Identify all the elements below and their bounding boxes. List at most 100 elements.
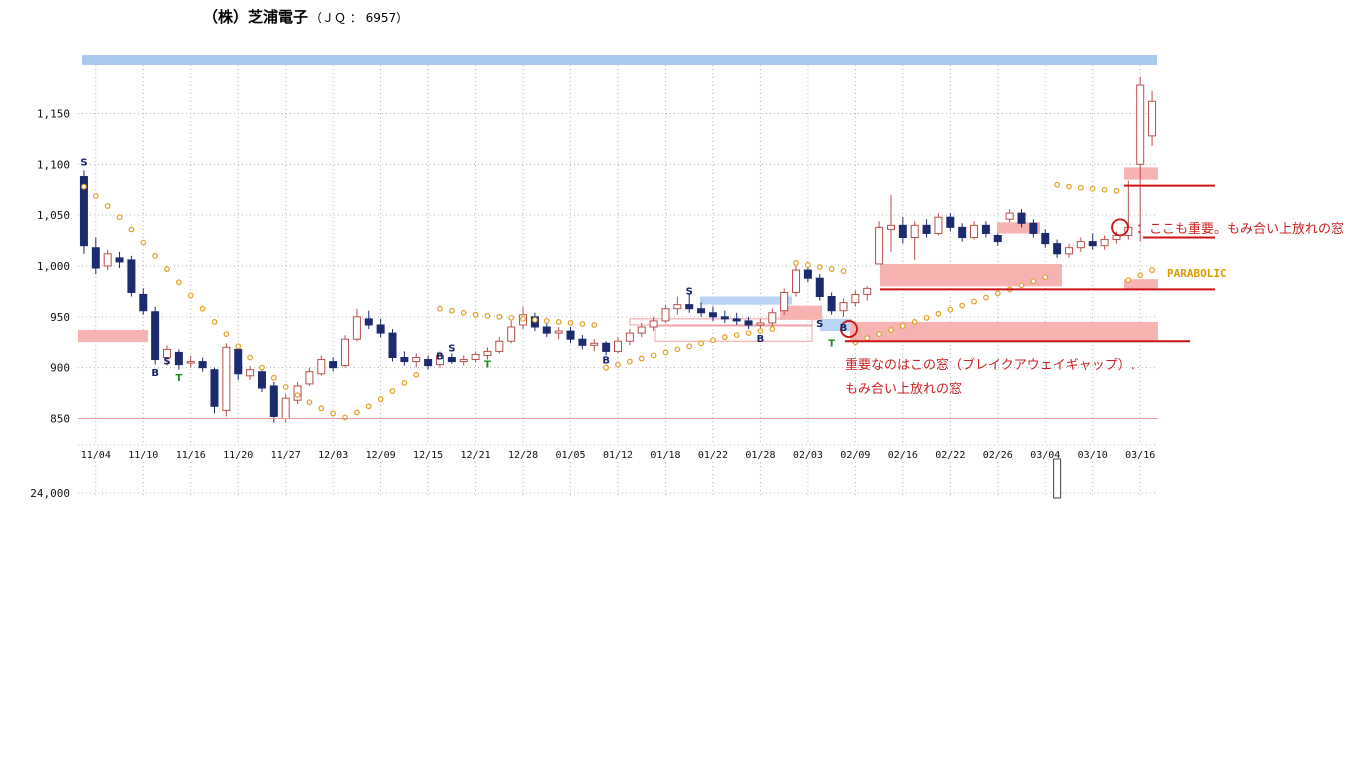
candle-body — [625, 332, 634, 342]
x-axis-label: 02/09 — [840, 450, 870, 461]
parabolic-label: PARABOLIC — [1167, 267, 1227, 280]
pink-window-zone — [850, 321, 1158, 341]
parabolic-dot — [1054, 181, 1061, 188]
x-axis-label: 02/03 — [793, 450, 823, 461]
candle-body — [1005, 212, 1014, 220]
parabolic-dot — [1149, 267, 1155, 273]
parabolic-dot — [270, 374, 277, 381]
pink-window-zone — [880, 263, 1062, 287]
candle-body — [257, 371, 266, 389]
parabolic-dot — [472, 311, 479, 318]
candle-body — [970, 224, 979, 239]
parabolic-dot — [532, 316, 538, 323]
candle-body — [447, 357, 456, 363]
x-axis-label: 02/22 — [935, 450, 965, 461]
x-axis-label: 01/18 — [650, 450, 680, 461]
candle-body — [412, 357, 421, 363]
parabolic-dot — [721, 334, 728, 341]
candle-body — [744, 320, 753, 326]
candle-body — [590, 342, 599, 346]
parabolic-dot — [1018, 282, 1025, 289]
candle-body — [174, 351, 183, 366]
candle-body — [566, 330, 575, 340]
candle-body — [115, 257, 124, 263]
signal-marker: T — [484, 360, 491, 371]
parabolic-dot — [698, 340, 704, 347]
candle-body — [103, 253, 112, 267]
candle-body — [151, 311, 160, 361]
x-axis-label: 01/28 — [745, 450, 775, 461]
y-axis-label: 1,100 — [37, 158, 70, 171]
candle-body — [317, 359, 326, 375]
parabolic-dot — [140, 239, 147, 246]
candle-body — [910, 224, 919, 239]
candle-body — [198, 361, 207, 369]
candle-body — [341, 338, 350, 367]
parabolic-dot — [745, 330, 752, 337]
candle-body — [934, 216, 943, 234]
candle-body — [981, 224, 990, 234]
candle-body — [863, 287, 872, 295]
candle-body — [1041, 232, 1050, 245]
ticker-info: （ＪＱ ： 6957） — [310, 11, 409, 25]
parabolic-dot — [591, 322, 598, 328]
candle-body — [483, 350, 492, 356]
parabolic-dot — [686, 343, 693, 350]
parabolic-dot — [520, 315, 526, 322]
y-axis-label: 1,150 — [37, 108, 70, 121]
parabolic-dot — [294, 392, 301, 399]
y-axis-label: 850 — [50, 413, 70, 426]
parabolic-dot — [104, 203, 111, 209]
volume-bar — [1053, 458, 1062, 499]
candle-body — [127, 259, 136, 293]
parabolic-dot — [1066, 183, 1072, 190]
parabolic-dot — [638, 355, 645, 362]
parabolic-dot — [1042, 274, 1049, 281]
annotation-text: 重要なのはこの窓（ブレイクアウェイギャップ）. — [845, 357, 1135, 373]
parabolic-dot — [282, 384, 289, 390]
parabolic-dot — [235, 343, 242, 350]
parabolic-dot — [1030, 278, 1037, 285]
parabolic-dot — [603, 364, 610, 371]
pink-window-zone — [78, 330, 148, 343]
candle-body — [210, 369, 219, 407]
x-axis-label: 11/16 — [176, 450, 206, 461]
parabolic-dot — [899, 323, 906, 329]
parabolic-dot — [923, 314, 930, 321]
candle-body — [1029, 222, 1038, 234]
pink-window-zone — [997, 222, 1040, 234]
parabolic-dot — [911, 319, 918, 325]
x-axis-label: 11/04 — [81, 450, 111, 461]
parabolic-dot — [733, 332, 740, 339]
y-axis-label: 1,000 — [37, 260, 70, 273]
parabolic-dot — [116, 214, 123, 221]
candle-body — [388, 332, 397, 359]
candle-body — [1017, 212, 1026, 224]
candle-body — [1053, 243, 1062, 255]
x-axis-label: 01/22 — [698, 450, 728, 461]
candle-body — [792, 269, 801, 293]
pink-window-zone — [780, 305, 822, 320]
candle-body — [329, 361, 338, 369]
candle-body — [352, 316, 361, 340]
candle-body — [720, 316, 729, 320]
parabolic-dot — [994, 290, 1001, 297]
pink-window-zone — [1124, 279, 1158, 289]
parabolic-dot — [935, 310, 942, 317]
parabolic-dot — [306, 399, 313, 406]
parabolic-dot — [354, 409, 360, 416]
candle-body — [186, 361, 195, 364]
candle-body — [376, 324, 385, 334]
candle-body — [542, 326, 551, 334]
blue-zone — [700, 296, 792, 305]
signal-marker: S — [80, 157, 87, 168]
parabolic-dot — [555, 319, 562, 325]
parabolic-dot — [840, 268, 847, 274]
candle-body — [839, 302, 848, 312]
candle-body — [614, 340, 622, 352]
candle-body — [459, 359, 468, 363]
candle-body — [1136, 84, 1145, 165]
candle-body — [1148, 100, 1157, 137]
parabolic-dot — [484, 312, 491, 319]
